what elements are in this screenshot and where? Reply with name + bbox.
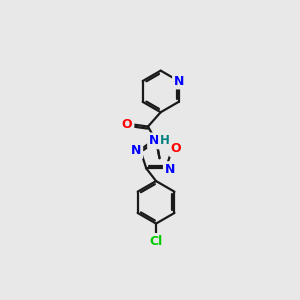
Text: N: N: [149, 134, 159, 147]
Text: N: N: [174, 74, 184, 88]
Text: O: O: [122, 118, 133, 131]
Text: H: H: [160, 134, 170, 147]
Text: Cl: Cl: [149, 235, 163, 248]
Text: N: N: [131, 145, 141, 158]
Text: N: N: [165, 163, 175, 176]
Text: O: O: [171, 142, 181, 155]
